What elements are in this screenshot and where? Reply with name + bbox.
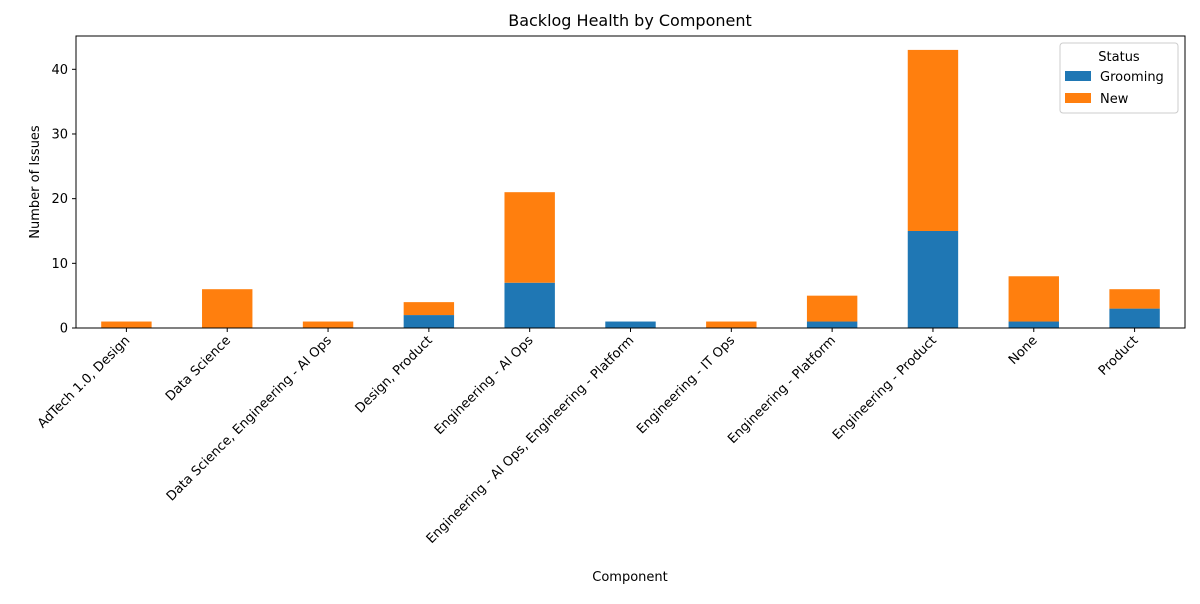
- bar-new-7: [806, 295, 858, 322]
- bar-grooming-8: [907, 230, 959, 328]
- legend-swatch-grooming: [1065, 71, 1091, 81]
- x-tick-label-4: Engineering - AI Ops: [432, 333, 537, 438]
- x-tick-label-8: Engineering - Product: [830, 333, 940, 443]
- x-tick-label-2: Data Science, Engineering - AI Ops: [164, 333, 335, 504]
- bar-grooming-10: [1109, 308, 1160, 328]
- bar-new-10: [1109, 289, 1160, 309]
- bar-grooming-3: [403, 315, 455, 328]
- y-axis: 0 10 20 30 40: [51, 63, 76, 337]
- x-tick-label-10: Product: [1096, 333, 1142, 379]
- y-tick-label-3: 30: [51, 127, 68, 142]
- bar-grooming-7: [806, 321, 858, 328]
- x-tick-label-1: Data Science: [163, 333, 234, 404]
- x-tick-label-3: Design, Product: [353, 333, 436, 416]
- bar-new-1: [202, 289, 253, 328]
- y-tick-label-2: 20: [51, 192, 68, 207]
- y-tick-label-1: 10: [51, 257, 68, 272]
- x-tick-label-9: None: [1006, 333, 1041, 368]
- x-axis-label: Component: [592, 570, 667, 585]
- bars-group: [101, 49, 1160, 328]
- x-tick-label-5: Engineering - AI Ops, Engineering - Plat…: [424, 333, 638, 547]
- legend-label-new: New: [1100, 92, 1129, 107]
- bar-new-8: [907, 49, 959, 231]
- bar-new-3: [403, 302, 455, 316]
- bar-grooming-4: [504, 282, 555, 328]
- bar-grooming-9: [1008, 321, 1059, 328]
- legend-label-grooming: Grooming: [1100, 70, 1164, 85]
- chart-title: Backlog Health by Component: [508, 11, 752, 30]
- bar-new-0: [101, 321, 152, 328]
- x-tick-label-6: Engineering - IT Ops: [634, 333, 738, 437]
- y-axis-label: Number of Issues: [28, 125, 43, 239]
- x-tick-label-7: Engineering - Platform: [725, 333, 839, 447]
- legend: Status Grooming New: [1059, 42, 1179, 114]
- legend-swatch-new: [1065, 93, 1091, 103]
- bar-new-6: [706, 321, 757, 328]
- bar-grooming-5: [605, 321, 656, 328]
- bar-new-2: [302, 321, 354, 328]
- bar-new-9: [1008, 276, 1059, 322]
- x-tick-label-0: AdTech 1.0, Design: [35, 333, 133, 431]
- y-tick-label-0: 0: [60, 322, 68, 337]
- bar-new-4: [504, 192, 555, 283]
- y-tick-label-4: 40: [51, 63, 68, 78]
- legend-title: Status: [1098, 50, 1140, 65]
